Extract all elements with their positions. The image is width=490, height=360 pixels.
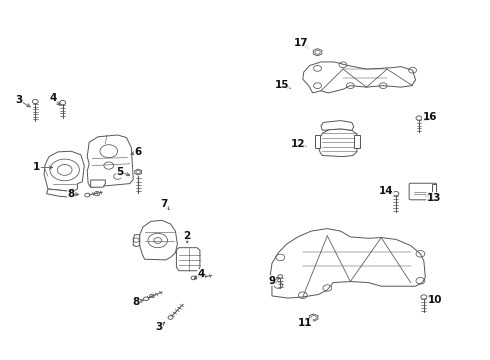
Circle shape xyxy=(32,99,38,104)
Circle shape xyxy=(393,192,399,196)
Text: 2: 2 xyxy=(184,231,191,241)
Polygon shape xyxy=(303,62,416,93)
Circle shape xyxy=(191,276,196,280)
Text: 8: 8 xyxy=(68,189,74,199)
Polygon shape xyxy=(318,129,358,157)
Circle shape xyxy=(278,275,283,278)
Text: 4: 4 xyxy=(49,93,57,103)
Text: 4: 4 xyxy=(197,269,205,279)
Text: 1: 1 xyxy=(33,162,40,172)
Circle shape xyxy=(144,297,148,301)
Text: 5: 5 xyxy=(117,167,123,177)
Polygon shape xyxy=(315,135,320,148)
Circle shape xyxy=(60,100,66,105)
Polygon shape xyxy=(313,49,322,56)
Text: 8: 8 xyxy=(133,297,140,307)
Text: 6: 6 xyxy=(135,147,142,157)
Polygon shape xyxy=(309,314,318,321)
Text: 3: 3 xyxy=(156,322,163,332)
Text: 15: 15 xyxy=(274,80,289,90)
Polygon shape xyxy=(432,184,436,199)
Circle shape xyxy=(421,295,427,299)
Polygon shape xyxy=(87,135,133,187)
Text: 12: 12 xyxy=(291,139,305,149)
Text: 17: 17 xyxy=(294,38,309,48)
Polygon shape xyxy=(321,121,354,130)
Text: 13: 13 xyxy=(426,193,441,203)
Text: 16: 16 xyxy=(423,112,438,122)
Polygon shape xyxy=(47,189,74,197)
Circle shape xyxy=(416,116,422,120)
FancyBboxPatch shape xyxy=(409,183,437,200)
Text: 7: 7 xyxy=(160,199,168,210)
Text: 9: 9 xyxy=(269,276,275,286)
Polygon shape xyxy=(354,135,360,148)
Text: 3: 3 xyxy=(15,95,22,105)
Polygon shape xyxy=(270,229,425,298)
Circle shape xyxy=(85,193,90,197)
Circle shape xyxy=(168,316,173,319)
Polygon shape xyxy=(140,220,177,260)
Polygon shape xyxy=(133,235,140,247)
Polygon shape xyxy=(91,180,105,187)
Text: 10: 10 xyxy=(428,294,442,305)
Polygon shape xyxy=(44,151,84,192)
Polygon shape xyxy=(176,248,200,271)
Text: 14: 14 xyxy=(379,186,393,196)
Text: 11: 11 xyxy=(297,318,312,328)
Polygon shape xyxy=(135,169,142,175)
